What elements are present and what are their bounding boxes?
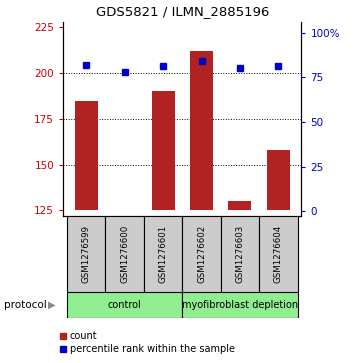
Bar xyxy=(182,216,221,292)
Title: GDS5821 / ILMN_2885196: GDS5821 / ILMN_2885196 xyxy=(96,5,269,18)
Bar xyxy=(182,292,297,318)
Text: GSM1276603: GSM1276603 xyxy=(235,225,244,283)
Bar xyxy=(75,101,98,211)
Text: ▶: ▶ xyxy=(48,300,56,310)
Text: control: control xyxy=(108,300,142,310)
Bar xyxy=(144,216,182,292)
Bar xyxy=(67,292,182,318)
Text: myofibroblast depletion: myofibroblast depletion xyxy=(182,300,298,310)
Bar xyxy=(190,51,213,211)
Text: GSM1276602: GSM1276602 xyxy=(197,225,206,283)
Bar xyxy=(221,216,259,292)
Bar xyxy=(259,216,297,292)
Text: protocol: protocol xyxy=(4,300,46,310)
Bar xyxy=(105,216,144,292)
Bar xyxy=(229,201,252,211)
Text: GSM1276601: GSM1276601 xyxy=(158,225,168,283)
Text: GSM1276604: GSM1276604 xyxy=(274,225,283,283)
Text: GSM1276600: GSM1276600 xyxy=(120,225,129,283)
Legend: count, percentile rank within the sample: count, percentile rank within the sample xyxy=(55,327,239,358)
Bar xyxy=(267,150,290,211)
Bar xyxy=(152,91,175,211)
Bar xyxy=(67,216,105,292)
Text: GSM1276599: GSM1276599 xyxy=(82,225,91,283)
